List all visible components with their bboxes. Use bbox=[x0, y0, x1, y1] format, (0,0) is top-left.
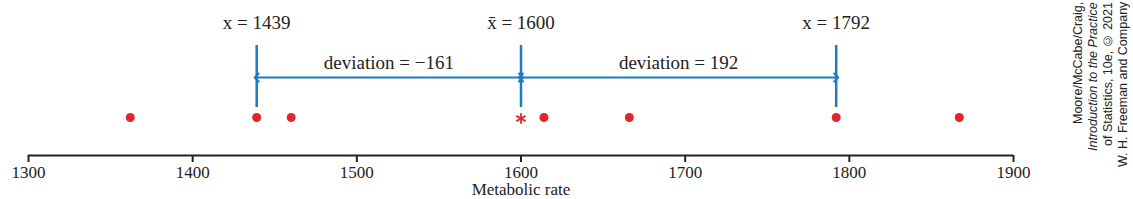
svg-text:1800: 1800 bbox=[832, 163, 866, 182]
svg-text:x = 1792: x = 1792 bbox=[802, 12, 870, 33]
svg-text:1400: 1400 bbox=[176, 163, 210, 182]
svg-text:x̄ = 1600: x̄ = 1600 bbox=[487, 12, 555, 33]
svg-text:deviation = −161: deviation = −161 bbox=[324, 52, 454, 73]
html-text:W. H. Freeman and Company: W. H. Freeman and Company bbox=[1116, 2, 1130, 168]
html-text:of Statistics, 10e, © 2021: of Statistics, 10e, © 2021 bbox=[1101, 2, 1115, 146]
svg-text:deviation = 192: deviation = 192 bbox=[619, 52, 738, 73]
svg-text:1600: 1600 bbox=[504, 162, 538, 182]
html-text:Moore/McCabe/Craig,: Moore/McCabe/Craig, bbox=[1071, 2, 1085, 125]
svg-text:1900: 1900 bbox=[997, 163, 1031, 182]
html-text:Introduction to the Practice: Introduction to the Practice bbox=[1086, 2, 1100, 151]
svg-text:Metabolic rate: Metabolic rate bbox=[472, 180, 571, 199]
svg-text:x = 1439: x = 1439 bbox=[223, 12, 291, 33]
svg-text:1300: 1300 bbox=[12, 163, 46, 182]
svg-text:1500: 1500 bbox=[340, 163, 374, 182]
svg-text:1700: 1700 bbox=[668, 163, 702, 182]
